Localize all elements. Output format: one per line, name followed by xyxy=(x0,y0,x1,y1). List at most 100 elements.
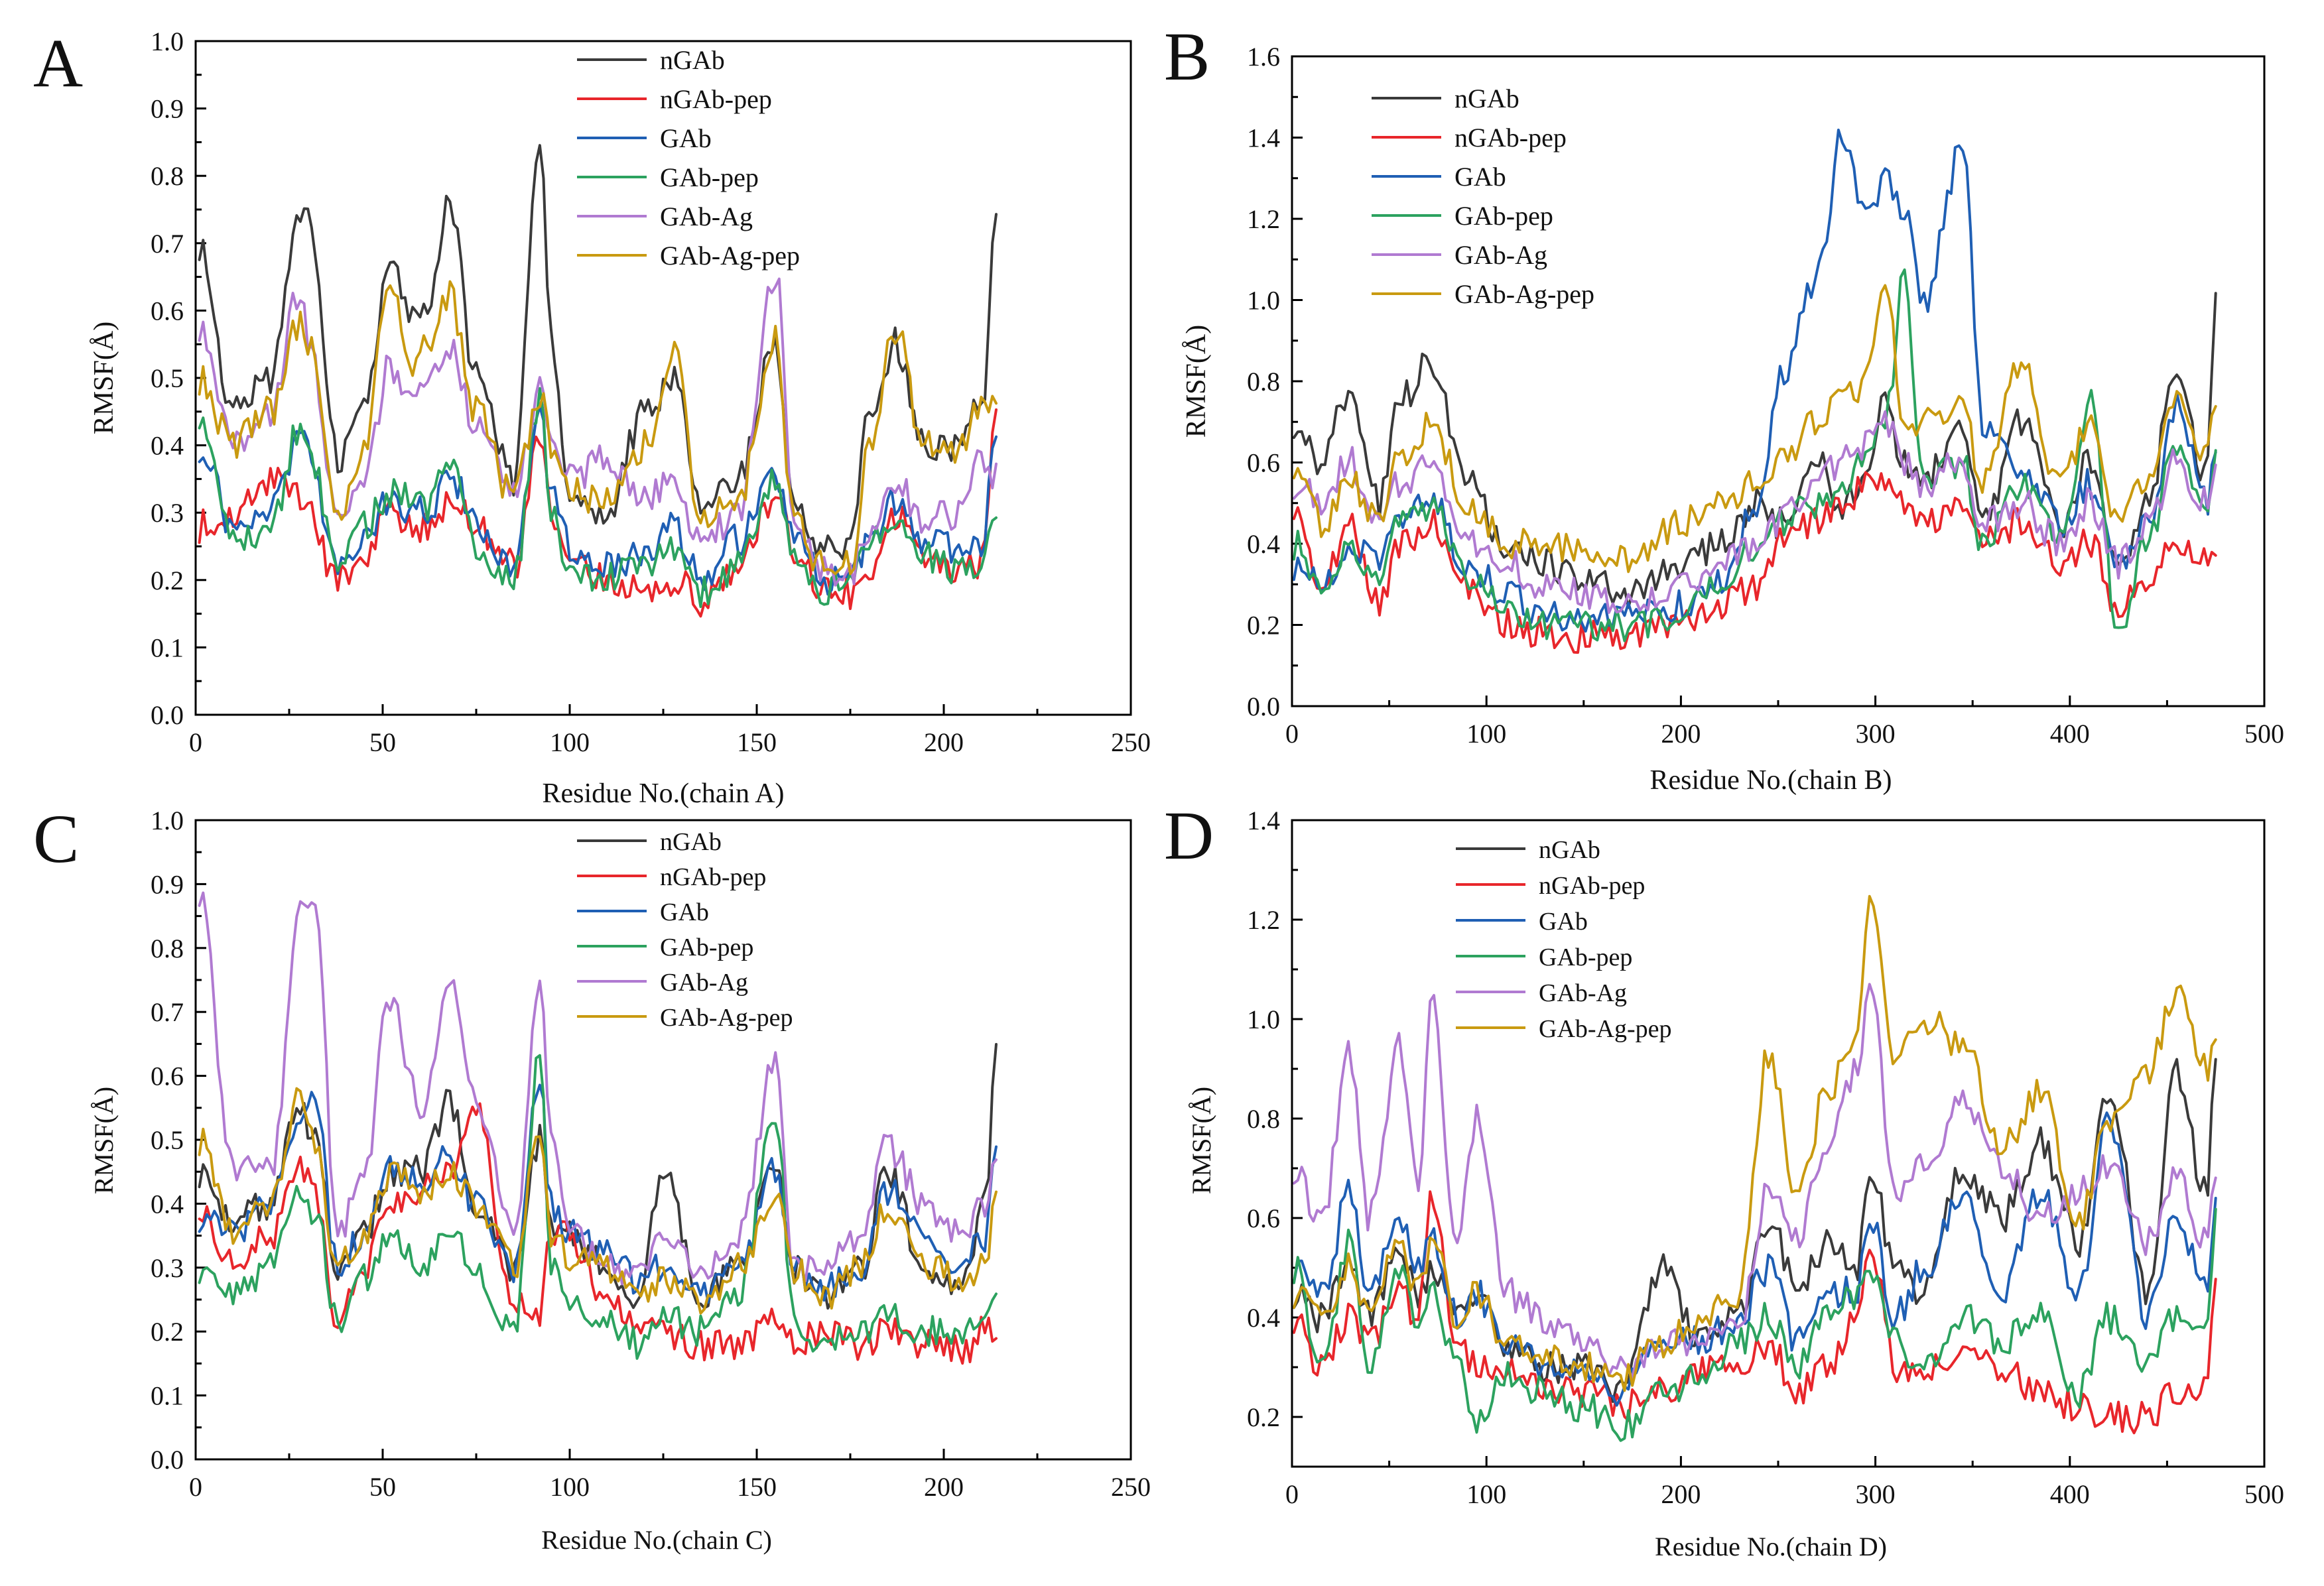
y-tick-label: 0.0 xyxy=(151,700,184,730)
series-line-gab-ag xyxy=(198,891,998,1286)
panel-c-xlabel: Residue No.(chain C) xyxy=(541,1525,772,1555)
y-tick-label: 0.4 xyxy=(1247,1303,1280,1333)
panel-b-ylabel: RMSF(Å) xyxy=(1181,325,1212,438)
legend-label-gab-ag-pep: GAb-Ag-pep xyxy=(660,241,800,271)
panel-c: C 0 50 100 150 200 250 0.0 0.1 0.2 0.3 0.4 0.5 0.6 0.… xyxy=(33,801,1151,1555)
y-tick-label: 0.3 xyxy=(151,498,184,528)
legend-label-ngab: nGAb xyxy=(660,828,722,856)
y-tick-label: 1.0 xyxy=(151,27,184,56)
legend-label-gab-ag-pep: GAb-Ag-pep xyxy=(660,1004,793,1032)
panel-b: B 0 100 200 300 400 500 0.0 0.2 0.4 0.6 0.8 1.0 1.2 1… xyxy=(1164,19,2284,796)
y-tick-label: 0.6 xyxy=(151,296,184,326)
panel-d-ticks: 0 100 200 300 400 500 0.2 0.4 0.6 0.8 1.0 1.2 1.4 xyxy=(1247,806,2284,1509)
x-tick-label: 150 xyxy=(737,727,777,757)
x-tick-label: 150 xyxy=(737,1472,777,1502)
x-tick-label: 500 xyxy=(2244,1479,2284,1509)
panel-label-a: A xyxy=(33,25,83,101)
x-tick-label: 200 xyxy=(924,1472,964,1502)
y-tick-label: 0.9 xyxy=(151,869,184,899)
panel-d-ylabel: RMSF(Å) xyxy=(1187,1087,1216,1194)
x-tick-label: 250 xyxy=(1111,727,1151,757)
x-tick-label: 50 xyxy=(369,727,396,757)
y-tick-label: 1.0 xyxy=(1247,286,1280,316)
series-line-ngab xyxy=(1292,292,2217,609)
panel-label-c: C xyxy=(33,801,79,877)
panel-b-legend: nGAb nGAb-pep GAb GAb-pep GAb-Ag GAb-Ag-… xyxy=(1372,84,1594,309)
legend-label-gab-ag: GAb-Ag xyxy=(660,202,753,231)
series-line-ngab xyxy=(198,144,998,560)
legend-label-gab-ag: GAb-Ag xyxy=(660,969,748,997)
panel-d: D 0 100 200 300 400 5000.20.40.60.81.01.21.4 … xyxy=(1164,798,2284,1561)
x-tick-label: 200 xyxy=(1661,719,1701,749)
y-tick-label: 0.0 xyxy=(151,1445,184,1475)
panel-c-series xyxy=(198,891,998,1365)
legend-label-gab-pep: GAb-pep xyxy=(660,162,759,192)
series-line-gab xyxy=(1292,1111,2217,1407)
panel-c-ticks: 0 50 100 150 200 250 0.0 0.1 0.2 0.3 0.4 0.5 0.6 0.7 0… xyxy=(151,806,1151,1502)
y-tick-label: 1.0 xyxy=(151,806,184,835)
y-tick-label: 0.8 xyxy=(151,934,184,963)
series-line-gab-pep xyxy=(1292,1207,2217,1442)
panel-a-xlabel: Residue No.(chain A) xyxy=(542,778,784,809)
legend-label-gab-pep: GAb-pep xyxy=(660,934,753,961)
x-tick-label: 100 xyxy=(550,727,590,757)
x-tick-label: 100 xyxy=(550,1472,590,1502)
series-line-gab-ag-pep xyxy=(1292,284,2217,574)
series-line-gab-ag-pep xyxy=(198,1087,998,1315)
x-tick-label: 0 xyxy=(1285,1479,1299,1509)
series-line-ngab-pep xyxy=(1292,1190,2217,1435)
legend-label-ngab-pep: nGAb-pep xyxy=(660,863,766,891)
x-tick-label: 500 xyxy=(2244,719,2284,749)
panel-d-legend: nGAb nGAb-pep GAb GAb-pep GAb-Ag GAb-Ag-… xyxy=(1456,836,1672,1043)
series-line-gab-pep xyxy=(198,387,998,608)
y-tick-label: 1.2 xyxy=(1247,204,1280,234)
series-line-gab-ag-pep xyxy=(1292,894,2217,1392)
x-tick-label: 300 xyxy=(1856,719,1896,749)
x-tick-label: 200 xyxy=(924,727,964,757)
legend-label-gab: GAb xyxy=(1539,908,1588,936)
panel-c-legend: nGAb nGAb-pep GAb GAb-pep GAb-Ag GAb-Ag-… xyxy=(577,828,793,1032)
legend-label-ngab-pep: nGAb-pep xyxy=(660,84,772,114)
y-tick-label: 0.8 xyxy=(151,161,184,191)
y-tick-label: 0.1 xyxy=(151,1381,184,1411)
y-tick-label: 0.4 xyxy=(151,431,184,461)
panel-d-series xyxy=(1292,894,2217,1442)
legend-label-gab: GAb xyxy=(660,123,712,153)
y-tick-label: 0.7 xyxy=(151,229,184,259)
legend-label-ngab: nGAb xyxy=(660,45,725,75)
legend-label-gab: GAb xyxy=(1454,162,1506,192)
legend-label-gab-pep: GAb-pep xyxy=(1539,944,1632,971)
series-line-ngab-pep xyxy=(198,1102,998,1365)
y-tick-label: 0.6 xyxy=(151,1062,184,1091)
y-tick-label: 0.2 xyxy=(151,1317,184,1347)
panel-a: A 0 50 100 150 200 250 0.0 0.1 0.2 0.3 0.4 0.5 0.6 0.… xyxy=(33,25,1151,809)
y-tick-label: 0.0 xyxy=(1247,692,1280,721)
panel-a-series xyxy=(198,144,998,618)
y-tick-label: 1.2 xyxy=(1247,905,1280,935)
panel-a-ticks: 0 50 100 150 200 250 0.0 0.1 0.2 0.3 0.4 0.5 0.6 0.7 0… xyxy=(151,27,1151,757)
x-tick-label: 0 xyxy=(189,1472,202,1502)
panel-c-plot-frame xyxy=(194,819,1132,1461)
y-tick-label: 0.4 xyxy=(1247,529,1280,559)
panel-label-b: B xyxy=(1164,19,1210,95)
legend-label-ngab-pep: nGAb-pep xyxy=(1539,872,1645,900)
x-tick-label: 200 xyxy=(1661,1479,1701,1509)
y-tick-label: 0.4 xyxy=(151,1189,184,1219)
y-tick-label: 0.8 xyxy=(1247,367,1280,396)
legend-label-gab-ag-pep: GAb-Ag-pep xyxy=(1454,279,1594,309)
x-tick-label: 400 xyxy=(2050,1479,2090,1509)
panel-d-plot-frame xyxy=(1291,819,2266,1468)
x-tick-label: 0 xyxy=(1285,719,1299,749)
series-line-gab-pep xyxy=(198,1054,998,1360)
series-line-gab-ag xyxy=(1292,410,2217,614)
y-tick-label: 0.9 xyxy=(151,94,184,124)
legend-label-gab-ag-pep: GAb-Ag-pep xyxy=(1539,1015,1672,1043)
legend-label-ngab: nGAb xyxy=(1539,836,1600,864)
series-line-gab-ag-pep xyxy=(198,280,998,576)
x-tick-label: 100 xyxy=(1466,1479,1506,1509)
x-tick-label: 100 xyxy=(1466,719,1506,749)
y-tick-label: 0.5 xyxy=(151,1125,184,1155)
legend-label-gab-ag: GAb-Ag xyxy=(1454,240,1547,270)
y-tick-label: 0.2 xyxy=(1247,1402,1280,1432)
